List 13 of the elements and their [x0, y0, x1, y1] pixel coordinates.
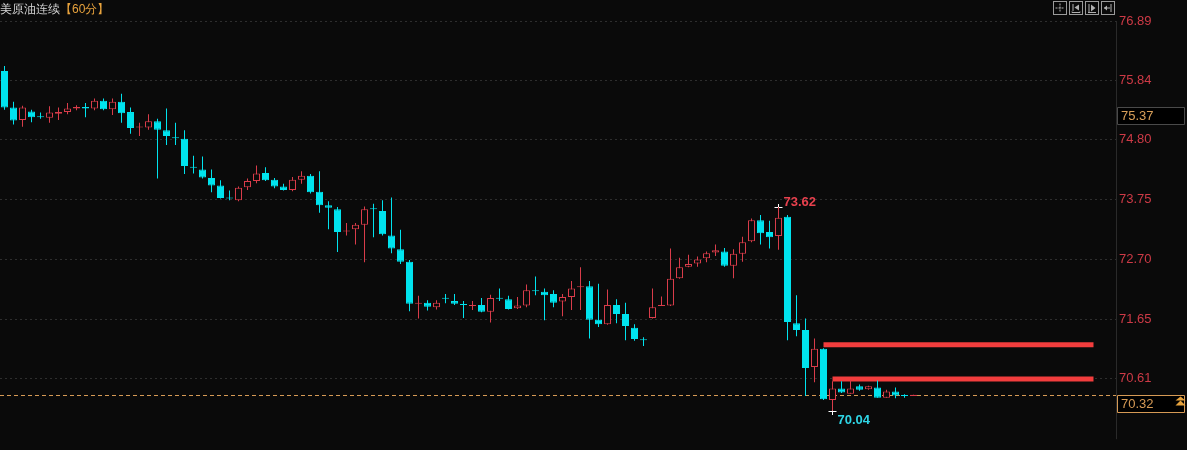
ref-line-label: 70.32 [1121, 396, 1154, 412]
y-tick-label: 72.70 [1119, 250, 1152, 266]
annotation: 70.04 [837, 412, 871, 428]
y-tick-label: 71.65 [1119, 310, 1152, 326]
y-tick-label: 70.61 [1119, 369, 1152, 385]
chart-title: 美原油连续 [0, 2, 60, 16]
y-tick-label: 74.80 [1119, 131, 1152, 147]
y-tick-label: 73.75 [1119, 191, 1152, 207]
y-tick-label: 76.89 [1119, 12, 1152, 28]
annotation: 73.62 [783, 194, 817, 209]
y-tick-label: 75.84 [1119, 72, 1152, 88]
text: 75.37 [1121, 108, 1154, 124]
chart-subtitle: 【60分】 [60, 2, 110, 16]
